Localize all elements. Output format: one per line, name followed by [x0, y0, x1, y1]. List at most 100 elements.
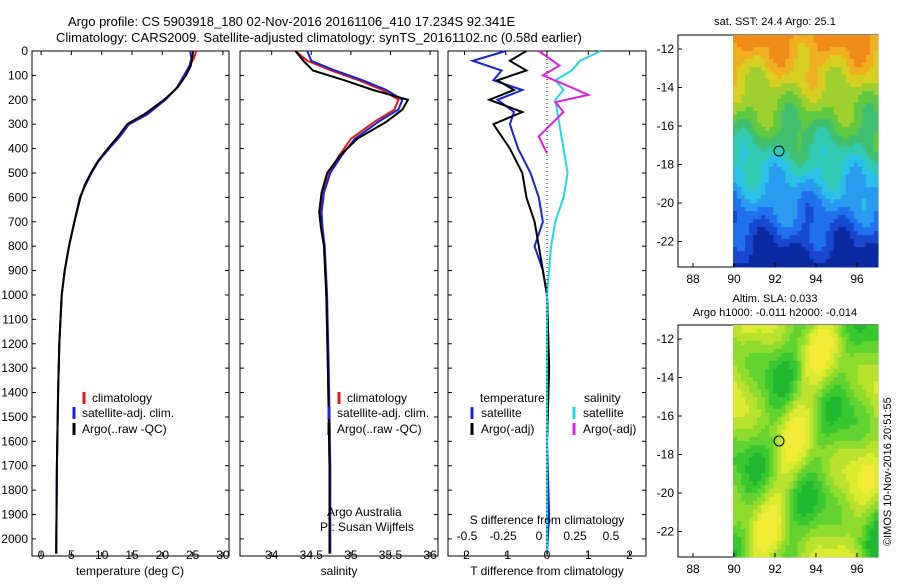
heatmap-cell: [797, 529, 802, 534]
heatmap-cell: [809, 39, 814, 44]
heatmap-cell: [809, 147, 814, 152]
heatmap-cell: [813, 131, 818, 136]
heatmap-cell: [741, 235, 746, 240]
heatmap-cell: [737, 397, 742, 402]
heatmap-cell: [833, 409, 839, 414]
heatmap-cell: [745, 107, 750, 112]
heatmap-cell: [753, 481, 758, 486]
heatmap-cell: [813, 513, 818, 518]
heatmap-cell: [845, 337, 851, 342]
heatmap-cell: [805, 501, 810, 506]
heatmap-cell: [821, 489, 827, 494]
heatmap-cell: [737, 441, 742, 446]
x-tick-label: -2: [459, 548, 470, 562]
heatmap-cell: [829, 357, 835, 362]
heatmap-cell: [733, 477, 738, 482]
heatmap-cell: [777, 203, 782, 208]
heatmap-cell: [869, 259, 875, 264]
heatmap-cell: [745, 457, 750, 462]
heatmap-cell: [805, 529, 810, 534]
x-tick-label: 35: [344, 548, 358, 562]
salinity-panel: [239, 50, 439, 557]
heatmap-cell: [845, 151, 851, 156]
heatmap-cell: [829, 401, 835, 406]
heatmap-cell: [825, 63, 831, 68]
heatmap-cell: [785, 513, 790, 518]
heatmap-cell: [805, 365, 810, 370]
heatmap-cell: [857, 425, 863, 430]
heatmap-cell: [865, 171, 871, 176]
heatmap-cell: [841, 377, 847, 382]
heatmap-cell: [797, 389, 802, 394]
heatmap-cell: [757, 461, 762, 466]
heatmap-cell: [873, 509, 879, 514]
heatmap-cell: [837, 175, 843, 180]
heatmap-cell: [757, 405, 762, 410]
heatmap-cell: [777, 421, 782, 426]
heatmap-cell: [801, 143, 806, 148]
heatmap-cell: [869, 131, 875, 136]
heatmap-cell: [849, 43, 855, 48]
heatmap-cell: [781, 405, 786, 410]
heatmap-cell: [777, 163, 782, 168]
heatmap-cell: [741, 231, 746, 236]
heatmap-cell: [781, 501, 786, 506]
heatmap-cell: [733, 553, 738, 558]
heatmap-cell: [789, 107, 794, 112]
heatmap-cell: [809, 127, 814, 132]
heatmap-cell: [801, 437, 806, 442]
heatmap-cell: [757, 489, 762, 494]
heatmap-cell: [873, 369, 879, 374]
heatmap-cell: [813, 337, 818, 342]
depth-tick-label: 200: [8, 93, 28, 107]
heatmap-cell: [845, 235, 851, 240]
heatmap-cell: [817, 151, 823, 156]
heatmap-cell: [837, 529, 843, 534]
heatmap-cell: [797, 489, 802, 494]
heatmap-cell: [817, 453, 823, 458]
heatmap-cell: [865, 457, 871, 462]
heatmap-cell: [861, 429, 867, 434]
heatmap-cell: [749, 171, 754, 176]
heatmap-cell: [805, 417, 810, 422]
heatmap-cell: [841, 521, 847, 526]
heatmap-cell: [833, 337, 839, 342]
heatmap-cell: [801, 361, 806, 366]
heatmap-cell: [777, 219, 782, 224]
heatmap-cell: [777, 243, 782, 248]
heatmap-cell: [813, 509, 818, 514]
heatmap-cell: [781, 353, 786, 358]
heatmap-cell: [789, 421, 794, 426]
heatmap-cell: [821, 409, 827, 414]
heatmap-cell: [841, 67, 847, 72]
heatmap-cell: [733, 381, 738, 386]
heatmap-cell: [765, 235, 770, 240]
heatmap-cell: [809, 521, 814, 526]
heatmap-cell: [785, 473, 790, 478]
heatmap-cell: [757, 481, 762, 486]
heatmap-cell: [769, 51, 774, 56]
heatmap-cell: [849, 517, 855, 522]
heatmap-cell: [749, 239, 754, 244]
heatmap-cell: [869, 445, 875, 450]
heatmap-cell: [797, 505, 802, 510]
heatmap-cell: [829, 433, 835, 438]
heatmap-cell: [737, 191, 742, 196]
heatmap-cell: [793, 529, 798, 534]
heatmap-cell: [817, 179, 823, 184]
heatmap-cell: [849, 131, 855, 136]
heatmap-cell: [849, 135, 855, 140]
heatmap-cell: [809, 167, 814, 172]
depth-tick-label: 300: [8, 117, 28, 131]
heatmap-cell: [777, 115, 782, 120]
heatmap-cell: [745, 199, 750, 204]
heatmap-cell: [817, 469, 823, 474]
heatmap-cell: [737, 413, 742, 418]
heatmap-cell: [733, 337, 738, 342]
heatmap-cell: [817, 449, 823, 454]
heatmap-cell: [841, 263, 847, 268]
heatmap-cell: [837, 127, 843, 132]
heatmap-cell: [865, 67, 871, 72]
heatmap-cell: [761, 179, 766, 184]
heatmap-cell: [817, 47, 823, 52]
